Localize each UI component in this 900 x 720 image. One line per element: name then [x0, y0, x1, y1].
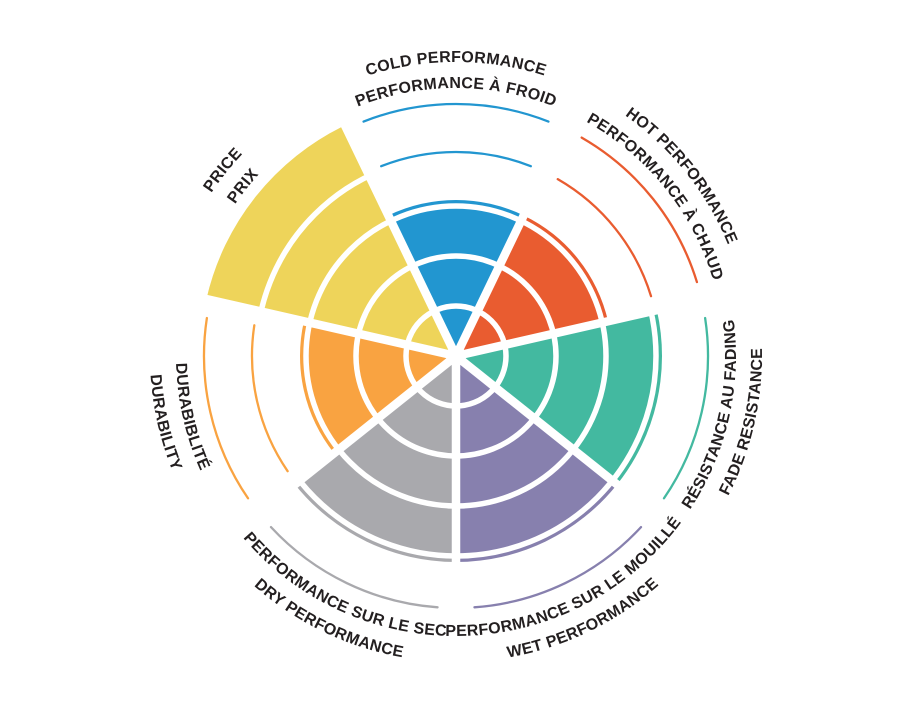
level-arc-cold-5 [362, 102, 550, 123]
sector-wedge-dry [294, 356, 456, 562]
sector-wedge-durability [299, 321, 456, 454]
label-hot-en: HOT PERFORMANCE [622, 105, 740, 247]
sector-separator-3 [453, 352, 665, 524]
sector-separator-2 [455, 293, 714, 361]
level-arc-cold-4 [380, 150, 532, 168]
level-arc-hot-4 [556, 178, 653, 298]
sector-wedge-price [206, 125, 456, 356]
label-cold-en: COLD PERFORMANCE [364, 49, 549, 79]
level-arc-hot-5 [580, 136, 699, 284]
level-arc-dry-5 [269, 525, 439, 609]
sector-separator-1 [452, 117, 574, 358]
level-arc-durability-4 [250, 324, 289, 473]
sector-separator-6 [198, 293, 457, 361]
sector-separator-5 [247, 352, 459, 524]
level-arc-durability-5 [202, 316, 250, 500]
center-dot [446, 346, 466, 366]
level-arc-wet-5 [473, 525, 643, 609]
sector-wedge-cold [388, 199, 524, 356]
sector-wedge-wet [456, 356, 618, 562]
level-arc-fade-5 [662, 316, 710, 500]
sector-separator-0 [338, 117, 460, 358]
